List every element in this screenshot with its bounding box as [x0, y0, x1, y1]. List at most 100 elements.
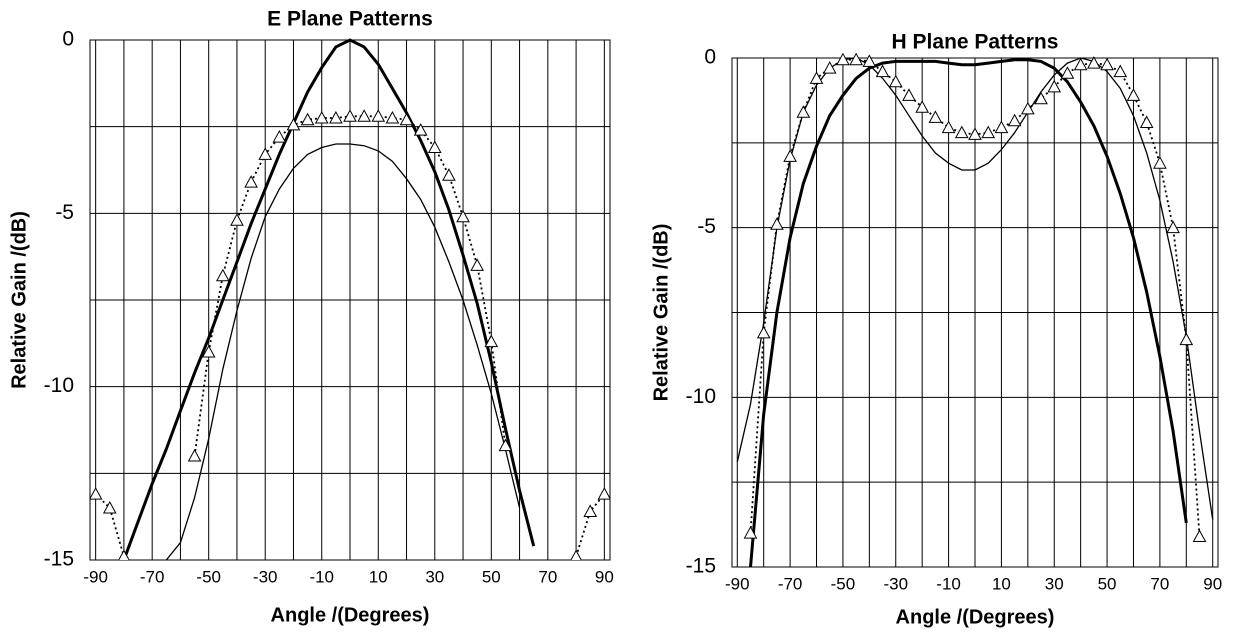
- triangle-marker: [836, 52, 850, 66]
- plot-area: [736, 52, 1214, 567]
- x-tick-label: 70: [1150, 574, 1169, 593]
- y-tick-label: -15: [44, 548, 74, 571]
- triangle-marker: [743, 526, 758, 539]
- series-line: [165, 143, 521, 560]
- triangle-marker: [456, 209, 470, 223]
- x-tick-label: 90: [595, 567, 614, 586]
- triangle-marker: [902, 88, 916, 101]
- y-tick-label: -15: [686, 555, 716, 578]
- chart-title: H Plane Patterns: [892, 31, 1059, 54]
- x-tick-label: 30: [1045, 574, 1064, 593]
- x-tick-label: -90: [725, 574, 750, 593]
- triangle-marker: [1034, 91, 1048, 105]
- triangle-marker: [498, 438, 513, 452]
- triangle-marker: [1139, 115, 1154, 128]
- triangle-marker: [570, 549, 582, 560]
- triangle-marker: [201, 344, 216, 358]
- triangle-marker: [357, 109, 371, 122]
- triangle-marker: [427, 140, 442, 153]
- x-tick-label: 50: [482, 567, 501, 586]
- triangle-marker: [1113, 64, 1128, 78]
- x-tick-label: -10: [936, 574, 961, 593]
- triangle-marker: [915, 100, 930, 113]
- chart: H Plane Patterns Angle /(Degrees) Relative…: [650, 31, 1222, 629]
- y-tick-label: -10: [44, 374, 74, 397]
- triangle-marker: [597, 487, 610, 500]
- triangle-marker: [1179, 332, 1194, 346]
- plot-frame: [731, 57, 1219, 568]
- triangle-marker: [286, 117, 301, 131]
- triangle-marker: [399, 112, 414, 126]
- x-tick-label: -70: [140, 567, 165, 586]
- y-tick-label: -5: [697, 215, 716, 238]
- chart-title: E Plane Patterns: [267, 8, 433, 31]
- triangle-marker: [413, 123, 428, 136]
- triangle-marker: [1073, 57, 1088, 71]
- triangle-marker: [1020, 101, 1035, 115]
- x-tick-label: -30: [253, 567, 278, 586]
- triangle-marker: [1087, 56, 1101, 69]
- triangle-marker: [968, 127, 982, 140]
- triangle-marker: [756, 325, 771, 339]
- triangle-marker: [1007, 113, 1022, 127]
- triangle-marker: [1100, 57, 1114, 71]
- triangle-marker: [796, 105, 811, 118]
- x-tick-label: -50: [196, 567, 221, 586]
- triangle-marker: [343, 109, 357, 122]
- triangle-marker: [1153, 156, 1167, 169]
- x-tick-label: 10: [369, 567, 388, 586]
- x-axis-label: Angle /(Degrees): [896, 606, 1055, 628]
- y-tick-label: 0: [704, 46, 716, 69]
- series-line: [122, 38, 536, 560]
- x-tick-label: -90: [83, 567, 108, 586]
- triangle-marker: [928, 110, 943, 123]
- y-tick-label: -10: [686, 385, 716, 408]
- triangle-marker: [215, 268, 230, 282]
- triangle-marker: [783, 149, 797, 162]
- triangle-marker: [1126, 88, 1141, 101]
- x-tick-label: 30: [425, 567, 444, 586]
- triangle-marker: [1192, 529, 1207, 542]
- triangle-marker: [981, 125, 996, 139]
- x-tick-label: 10: [992, 574, 1011, 593]
- triangle-marker: [272, 130, 287, 143]
- triangle-marker: [875, 64, 890, 78]
- triangle-marker: [888, 74, 903, 88]
- x-tick-label: -30: [883, 574, 908, 593]
- plot-area: [90, 38, 610, 560]
- y-tick-label: -5: [55, 201, 74, 224]
- series-line: [749, 58, 1188, 567]
- triangle-marker: [822, 61, 837, 74]
- triangle-marker: [102, 500, 117, 514]
- triangle-marker: [371, 109, 386, 122]
- triangle-marker: [314, 110, 329, 124]
- triangle-marker: [941, 120, 956, 134]
- triangle-marker: [118, 549, 130, 560]
- triangle-marker: [954, 125, 969, 139]
- x-tick-label: 70: [538, 567, 557, 586]
- triangle-marker: [300, 112, 315, 126]
- triangle-marker: [484, 334, 499, 348]
- triangle-marker: [329, 110, 343, 124]
- y-tick-label: 0: [62, 28, 74, 51]
- x-tick-label: -70: [778, 574, 803, 593]
- x-tick-label: 50: [1098, 574, 1117, 593]
- triangle-marker: [862, 54, 877, 67]
- triangle-marker: [90, 487, 103, 500]
- triangle-marker: [1060, 66, 1075, 79]
- triangle-marker: [770, 217, 784, 230]
- chart: E Plane Patterns Angle /(Degrees) Relative…: [8, 8, 614, 627]
- triangle-marker: [1166, 220, 1180, 234]
- triangle-marker: [230, 213, 244, 226]
- triangle-marker: [244, 175, 258, 188]
- y-axis-label: Relative Gain /(dB): [650, 224, 672, 402]
- triangle-marker: [187, 448, 202, 462]
- triangle-marker: [583, 504, 598, 517]
- triangle-marker: [385, 110, 400, 124]
- x-tick-label: -50: [831, 574, 856, 593]
- triangle-marker: [258, 147, 273, 160]
- y-axis-label: Relative Gain /(dB): [8, 211, 30, 389]
- x-tick-label: 90: [1203, 574, 1222, 593]
- triangle-marker: [442, 168, 456, 181]
